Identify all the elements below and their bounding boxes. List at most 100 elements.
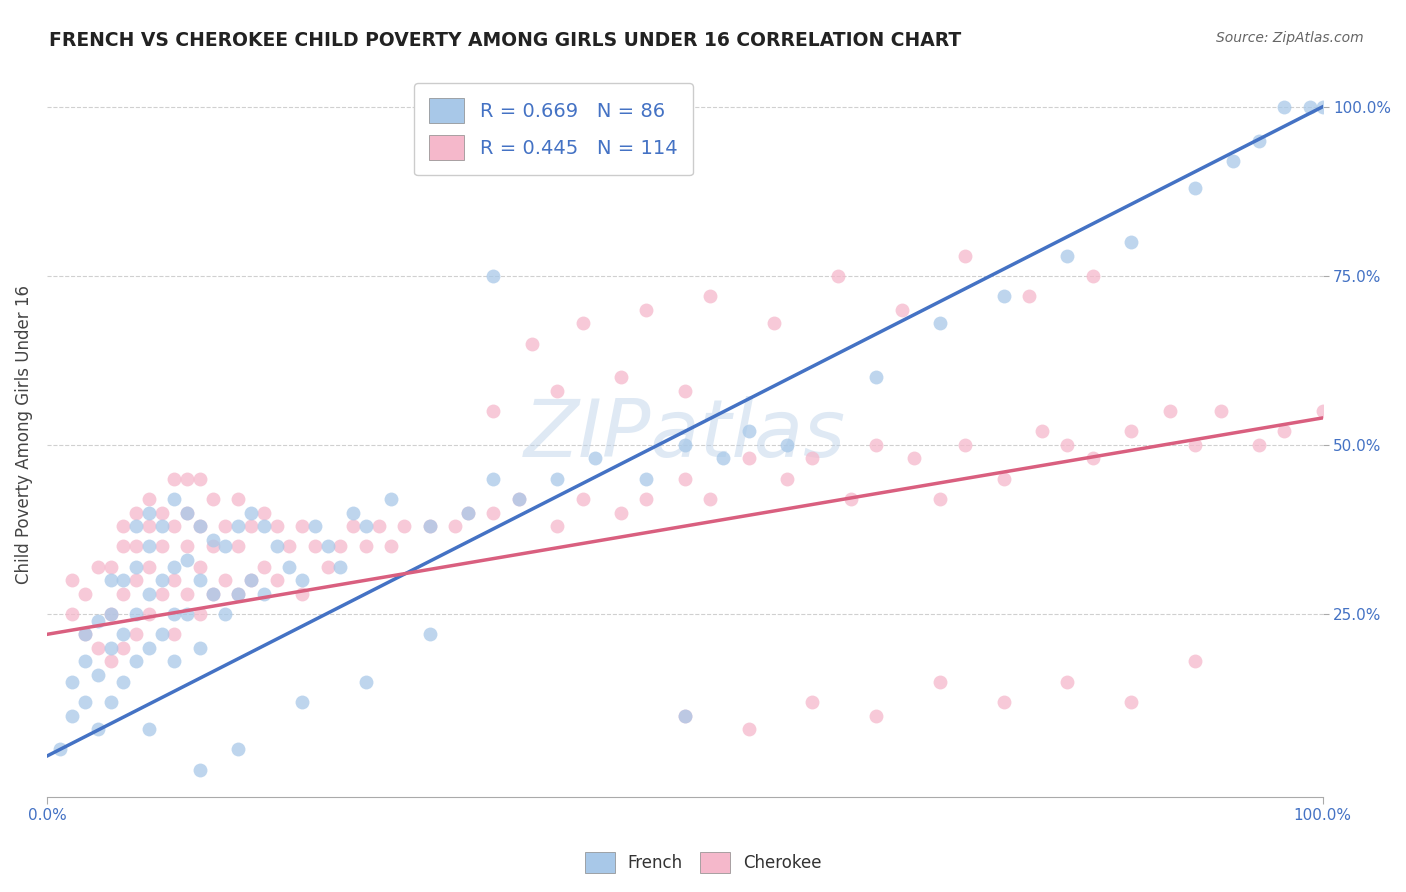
Point	[163, 573, 186, 587]
Point	[188, 607, 211, 621]
Point	[763, 316, 786, 330]
Point	[993, 472, 1015, 486]
Point	[253, 506, 276, 520]
Point	[291, 695, 314, 709]
Point	[87, 559, 110, 574]
Point	[226, 540, 249, 554]
Point	[214, 519, 236, 533]
Point	[125, 559, 148, 574]
Point	[75, 627, 97, 641]
Point	[1121, 425, 1143, 439]
Point	[100, 607, 122, 621]
Point	[737, 722, 759, 736]
Point	[636, 302, 658, 317]
Point	[890, 302, 912, 317]
Point	[100, 607, 122, 621]
Point	[444, 519, 467, 533]
Point	[1247, 438, 1270, 452]
Point	[188, 640, 211, 655]
Point	[201, 587, 224, 601]
Point	[138, 519, 160, 533]
Point	[112, 573, 135, 587]
Point	[291, 587, 314, 601]
Point	[138, 540, 160, 554]
Point	[1184, 438, 1206, 452]
Point	[214, 607, 236, 621]
Point	[163, 559, 186, 574]
Point	[163, 519, 186, 533]
Point	[60, 607, 83, 621]
Point	[125, 573, 148, 587]
Point	[304, 540, 326, 554]
Point	[112, 519, 135, 533]
Point	[673, 472, 696, 486]
Point	[419, 519, 441, 533]
Point	[226, 492, 249, 507]
Point	[482, 506, 505, 520]
Point	[163, 654, 186, 668]
Point	[176, 587, 198, 601]
Point	[87, 668, 110, 682]
Point	[214, 573, 236, 587]
Point	[201, 492, 224, 507]
Point	[201, 587, 224, 601]
Point	[1031, 425, 1053, 439]
Point	[955, 249, 977, 263]
Point	[138, 587, 160, 601]
Point	[226, 742, 249, 756]
Point	[776, 438, 799, 452]
Point	[367, 519, 389, 533]
Point	[928, 316, 950, 330]
Point	[482, 268, 505, 283]
Point	[1184, 181, 1206, 195]
Point	[188, 573, 211, 587]
Point	[865, 708, 887, 723]
Point	[1056, 438, 1078, 452]
Point	[138, 640, 160, 655]
Point	[1056, 674, 1078, 689]
Point	[482, 404, 505, 418]
Point	[150, 587, 173, 601]
Point	[955, 438, 977, 452]
Point	[125, 540, 148, 554]
Point	[928, 674, 950, 689]
Point	[699, 492, 721, 507]
Point	[839, 492, 862, 507]
Text: ZIPatlas: ZIPatlas	[523, 396, 846, 474]
Legend: French, Cherokee: French, Cherokee	[578, 846, 828, 880]
Point	[342, 506, 364, 520]
Point	[546, 384, 568, 398]
Point	[112, 587, 135, 601]
Point	[266, 540, 288, 554]
Point	[737, 451, 759, 466]
Point	[865, 370, 887, 384]
Point	[75, 695, 97, 709]
Point	[125, 519, 148, 533]
Point	[1209, 404, 1232, 418]
Point	[201, 540, 224, 554]
Point	[240, 506, 263, 520]
Point	[176, 506, 198, 520]
Point	[226, 587, 249, 601]
Point	[827, 268, 849, 283]
Point	[138, 559, 160, 574]
Point	[457, 506, 479, 520]
Point	[125, 506, 148, 520]
Point	[87, 722, 110, 736]
Text: Source: ZipAtlas.com: Source: ZipAtlas.com	[1216, 31, 1364, 45]
Point	[546, 519, 568, 533]
Point	[1121, 695, 1143, 709]
Point	[100, 573, 122, 587]
Point	[699, 289, 721, 303]
Point	[291, 573, 314, 587]
Point	[150, 573, 173, 587]
Point	[928, 492, 950, 507]
Point	[240, 573, 263, 587]
Point	[253, 559, 276, 574]
Point	[48, 742, 70, 756]
Point	[636, 492, 658, 507]
Point	[60, 708, 83, 723]
Point	[112, 627, 135, 641]
Point	[75, 587, 97, 601]
Point	[636, 472, 658, 486]
